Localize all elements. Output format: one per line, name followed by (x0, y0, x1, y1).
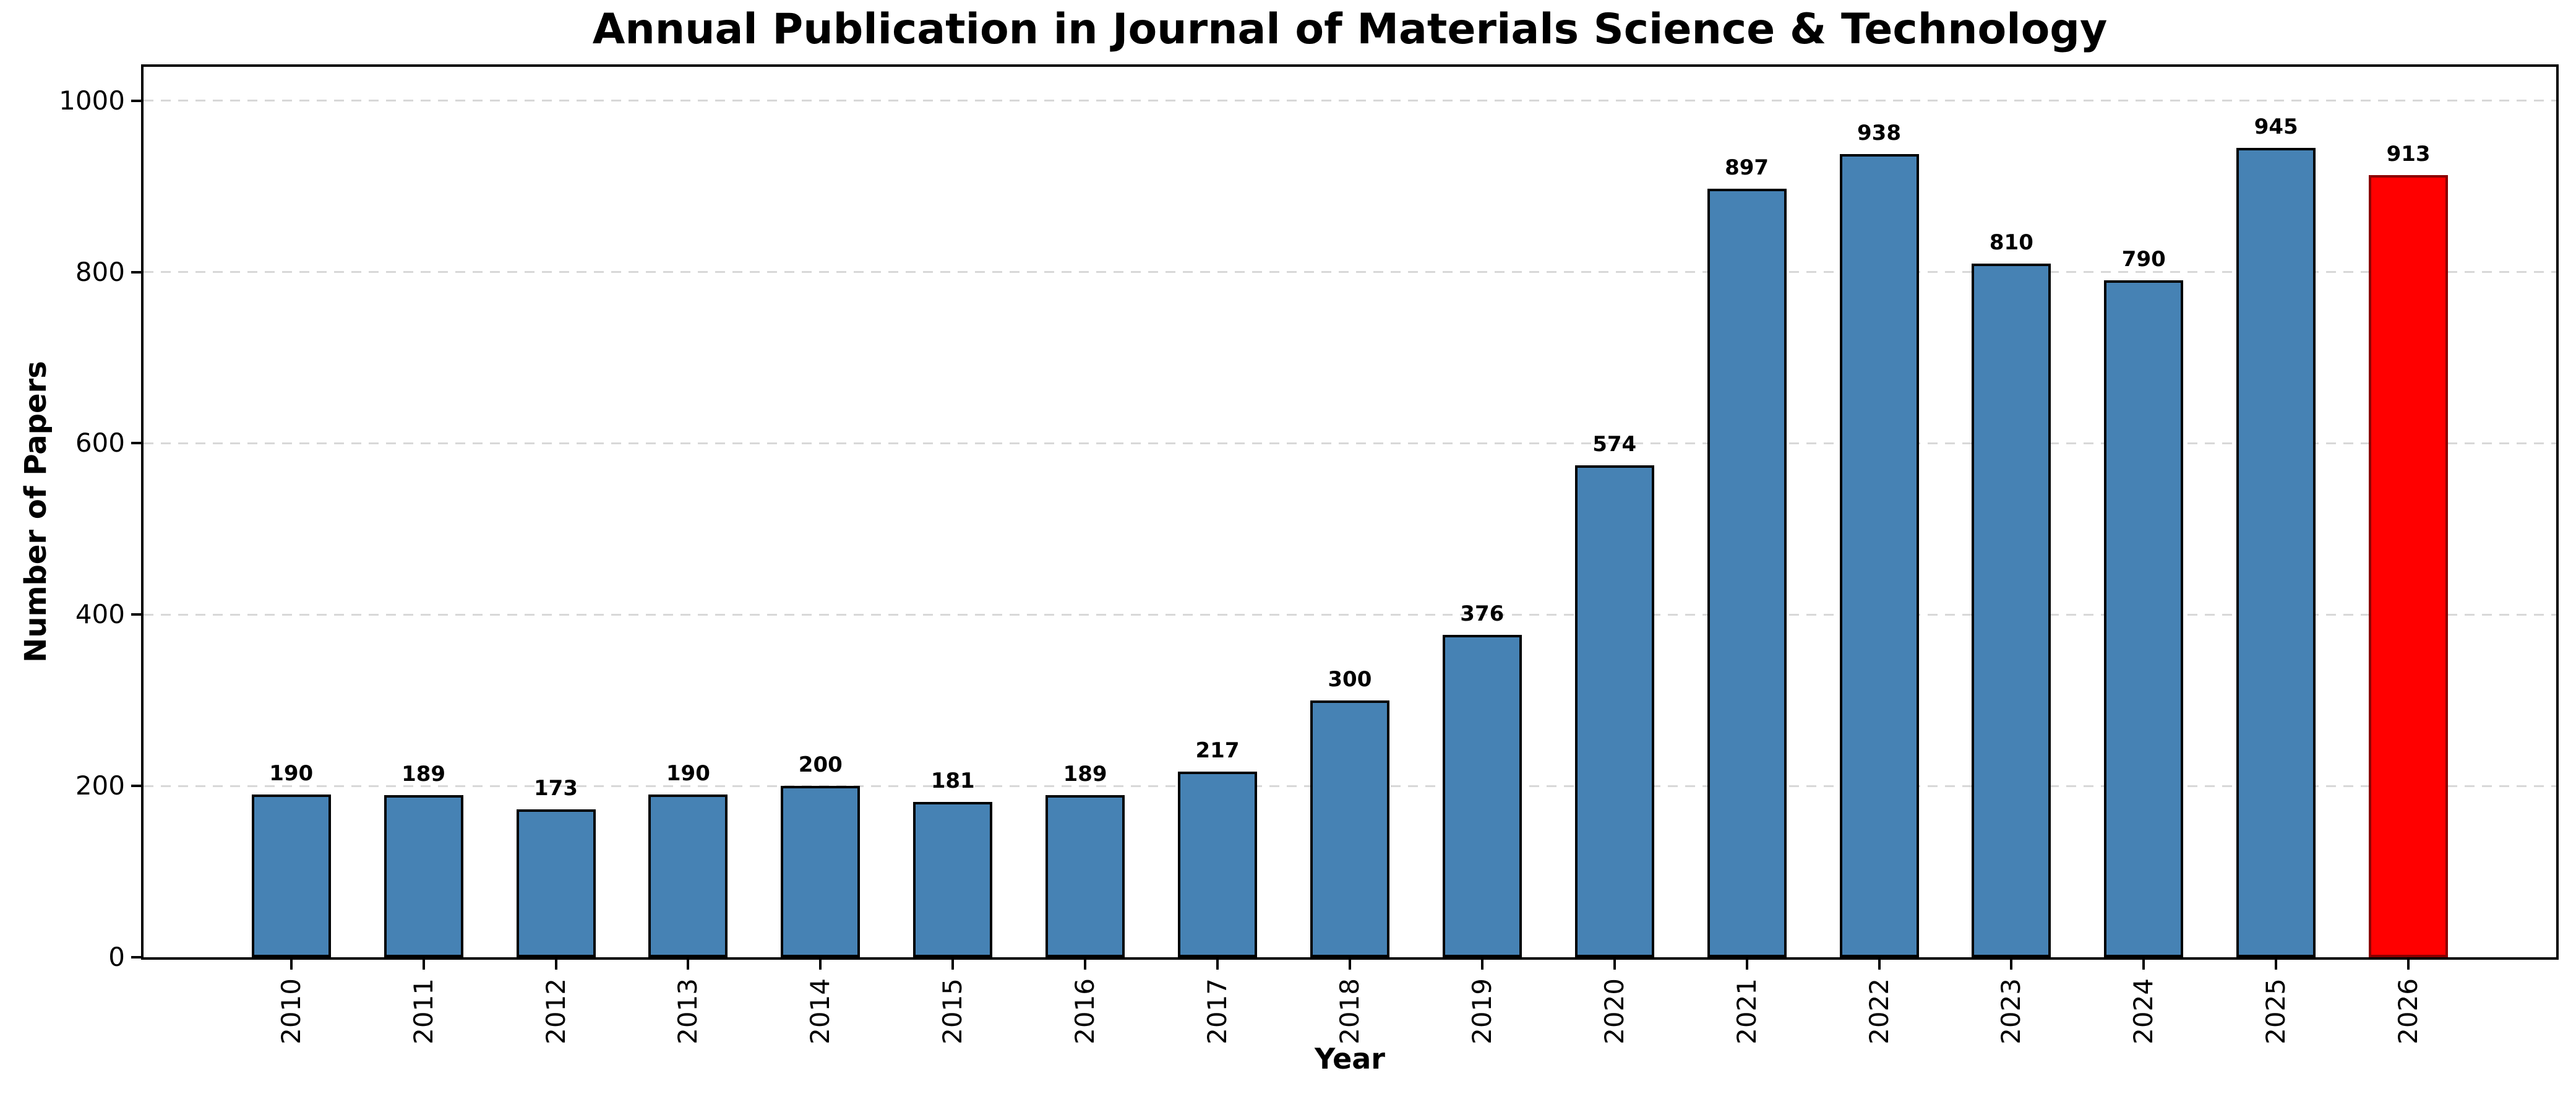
x-tick-label: 2019 (1466, 978, 1497, 1044)
x-axis-tick (2010, 960, 2013, 970)
bar-value-label: 190 (666, 760, 710, 786)
x-tick-label: 2014 (805, 978, 836, 1044)
x-axis-tick (554, 960, 557, 970)
bar-value-label: 810 (1989, 230, 2033, 255)
x-tick-label: 2022 (1863, 978, 1894, 1044)
x-axis-tick (1613, 960, 1616, 970)
x-axis-tick (819, 960, 822, 970)
x-tick-label: 2016 (1070, 978, 1101, 1044)
x-axis-tick (290, 960, 293, 970)
y-axis-tick (131, 785, 141, 788)
x-axis-tick (951, 960, 955, 970)
x-axis-tick (1745, 960, 1748, 970)
y-tick-label: 0 (108, 942, 125, 972)
gridline (144, 613, 2556, 616)
bar (1442, 635, 1522, 957)
x-axis-tick (1348, 960, 1351, 970)
bar-value-label: 173 (534, 775, 578, 801)
bar (1310, 700, 1389, 957)
x-axis-tick (2407, 960, 2410, 970)
bar (1707, 189, 1787, 957)
y-axis-tick (131, 442, 141, 445)
bar (1839, 153, 1919, 957)
bar (1972, 263, 2051, 957)
bar (781, 786, 861, 957)
bar (516, 809, 596, 957)
bar (2104, 280, 2184, 957)
bar-value-label: 181 (930, 769, 975, 794)
bar-value-label: 376 (1460, 601, 1505, 627)
x-tick-label: 2012 (540, 978, 571, 1044)
gridline (144, 100, 2556, 102)
bar-value-label: 913 (2386, 142, 2431, 167)
bar-value-label: 300 (1328, 666, 1372, 692)
x-tick-label: 2026 (2393, 978, 2424, 1044)
x-tick-label: 2017 (1202, 978, 1232, 1044)
bar (251, 794, 331, 957)
bar-value-label: 938 (1857, 120, 1901, 145)
x-axis-label: Year (1314, 1042, 1385, 1075)
x-axis-tick (687, 960, 690, 970)
bar-value-label: 945 (2254, 114, 2298, 139)
bar (1045, 795, 1125, 957)
y-tick-label: 400 (75, 599, 125, 630)
x-axis-tick (422, 960, 425, 970)
x-tick-label: 2011 (408, 978, 439, 1044)
bar-value-label: 790 (2121, 247, 2166, 272)
x-tick-label: 2021 (1731, 978, 1762, 1044)
x-axis-tick (2275, 960, 2278, 970)
bar (913, 802, 993, 957)
y-axis-tick (131, 99, 141, 102)
y-axis-tick (131, 270, 141, 274)
bar-value-label: 189 (401, 762, 446, 787)
x-tick-label: 2023 (1996, 978, 2027, 1044)
x-axis-tick (1480, 960, 1483, 970)
bar-value-label: 574 (1592, 432, 1637, 457)
x-tick-label: 2020 (1599, 978, 1629, 1044)
chart-title: Annual Publication in Journal of Materia… (592, 5, 2108, 54)
gridline (144, 271, 2556, 274)
x-axis-tick (1084, 960, 1087, 970)
bar (1574, 465, 1654, 957)
bar-value-label: 189 (1063, 762, 1107, 787)
x-axis-tick (2142, 960, 2145, 970)
x-axis-tick (1216, 960, 1219, 970)
x-tick-label: 2025 (2260, 978, 2291, 1044)
y-axis-tick (131, 613, 141, 616)
y-axis-tick (131, 956, 141, 958)
y-tick-label: 200 (75, 770, 125, 801)
bar-value-label: 190 (269, 760, 314, 786)
x-tick-label: 2013 (672, 978, 703, 1044)
x-tick-label: 2015 (937, 978, 968, 1044)
bar (2236, 147, 2316, 957)
bar (648, 794, 728, 957)
x-tick-label: 2018 (1334, 978, 1365, 1044)
x-axis-tick (1878, 960, 1881, 970)
gridline (144, 442, 2556, 444)
bar (1178, 771, 1257, 957)
y-tick-label: 800 (75, 256, 125, 287)
bar-value-label: 200 (798, 752, 843, 778)
bar-highlighted (2369, 175, 2449, 957)
y-tick-label: 1000 (59, 85, 125, 116)
x-tick-label: 2010 (275, 978, 306, 1044)
y-tick-label: 600 (75, 428, 125, 459)
bar (384, 795, 463, 957)
x-tick-label: 2024 (2128, 978, 2159, 1044)
bar-value-label: 897 (1725, 155, 1769, 181)
bar-value-label: 217 (1195, 738, 1240, 763)
